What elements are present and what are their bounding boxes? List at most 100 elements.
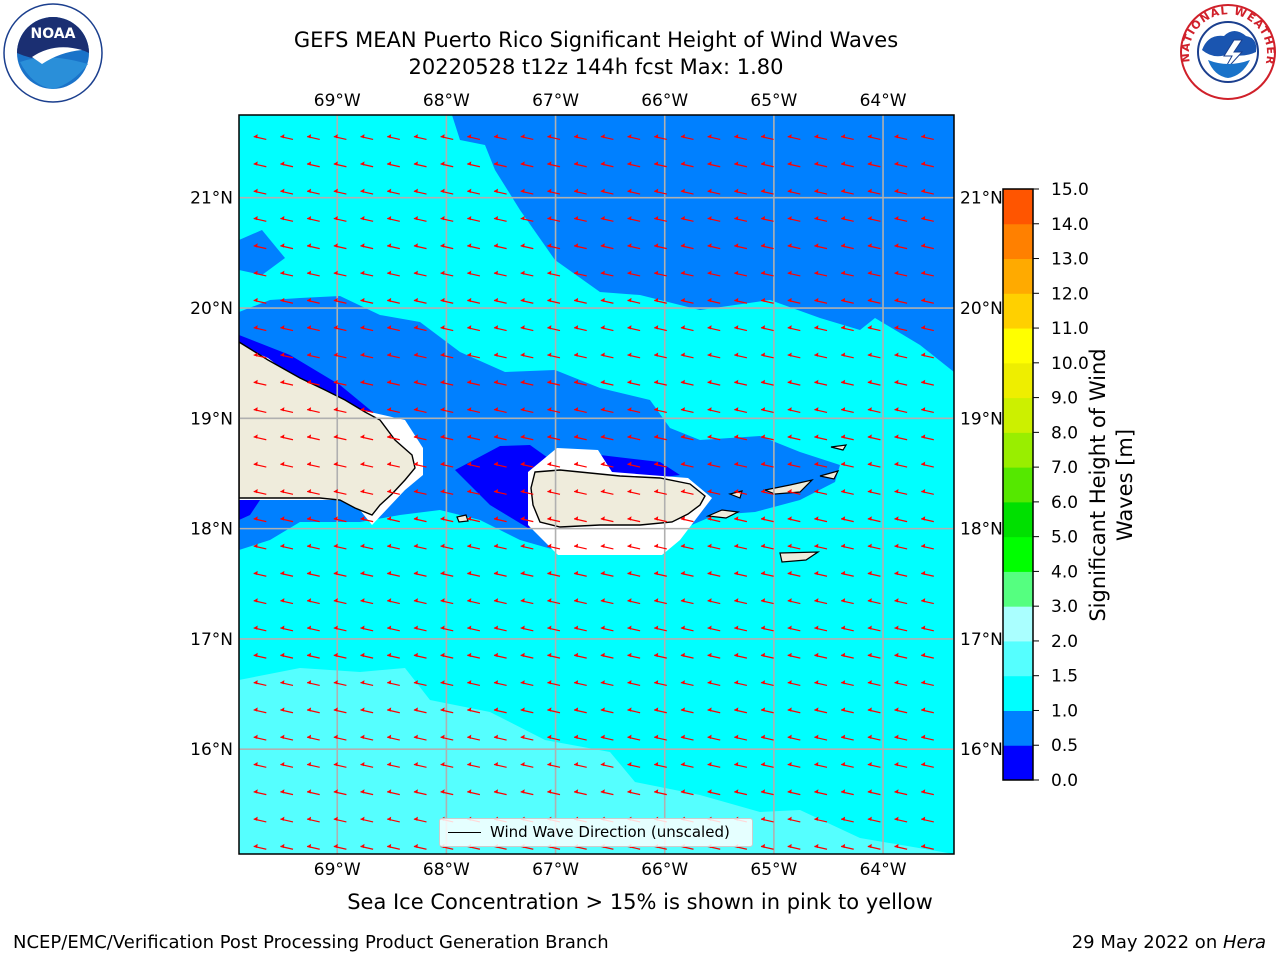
wind-wave-arrow [440,761,454,768]
wind-wave-arrow [787,243,801,250]
colorbar-tick-label: 14.0 [1051,215,1089,235]
wind-wave-arrow [787,625,801,632]
wind-wave-arrow [627,215,641,222]
wind-wave-arrow [360,270,374,277]
wind-wave-arrow [787,734,801,741]
wind-wave-arrow [493,789,507,796]
wind-wave-arrow [387,161,400,168]
wind-wave-arrow [894,215,908,222]
wind-wave-arrow [894,134,908,141]
wind-wave-arrow [654,270,667,277]
wind-wave-arrow [627,297,641,304]
wind-wave-arrow [467,789,481,796]
wind-wave-arrow [680,516,694,523]
map-area [239,115,954,854]
wind-wave-arrow [280,243,294,250]
wind-wave-arrow [520,161,534,168]
wind-wave-arrow [387,488,400,495]
wind-wave-arrow [734,761,748,768]
wind-wave-arrow [413,352,427,359]
wind-wave-arrow [867,352,881,359]
wind-wave-arrow [413,734,427,741]
wind-wave-arrow [360,516,374,523]
wind-wave-arrow [760,488,774,495]
wind-wave-arrow [921,816,934,823]
wind-wave-arrow [654,161,667,168]
wind-wave-arrow [787,352,801,359]
wind-wave-arrow [867,734,881,741]
wind-wave-arrow [547,707,561,714]
wind-wave-arrow [840,161,854,168]
wind-wave-arrow [600,379,614,386]
wind-wave-arrow [921,570,934,577]
wind-wave-arrow [921,188,934,195]
wind-wave-arrow [520,598,534,605]
wind-wave-arrow [306,570,320,577]
wind-wave-arrow [520,625,534,632]
wind-wave-arrow [600,543,614,550]
wind-wave-arrow [680,134,694,141]
wind-wave-arrow [894,625,908,632]
wind-wave-arrow [814,652,828,659]
wind-wave-arrow [440,461,454,468]
wind-wave-arrow [306,434,320,441]
wind-wave-arrow [253,379,267,386]
wind-wave-arrow [707,270,721,277]
wind-wave-arrow [814,215,828,222]
wind-wave-arrow [360,188,374,195]
wind-wave-arrow [867,461,881,468]
wind-wave-arrow [440,734,454,741]
wind-wave-arrow [547,625,561,632]
wind-wave-arrow [573,516,587,523]
wind-wave-arrow [840,134,854,141]
wind-wave-arrow [707,488,721,495]
wind-wave-arrow [814,570,828,577]
wind-wave-arrow [814,161,828,168]
wind-wave-arrow [894,161,908,168]
wind-wave-arrow [306,843,320,850]
wind-wave-arrow [306,488,320,495]
wind-wave-arrow [413,188,427,195]
wind-wave-arrow [467,243,481,250]
wind-wave-arrow [600,352,614,359]
wind-wave-arrow [520,488,534,495]
wind-wave-arrow [627,243,641,250]
wind-wave-arrow [654,215,667,222]
wind-wave-arrow [387,215,400,222]
wind-wave-arrow [600,325,614,332]
wind-wave-arrow [707,761,721,768]
lat-tick-right: 16°N [960,740,1003,760]
wind-wave-arrow [387,707,400,714]
wind-wave-arrow [440,270,454,277]
wind-wave-arrow [333,625,347,632]
wind-wave-arrow [734,488,748,495]
wind-wave-arrow [493,652,507,659]
wind-wave-arrow [707,680,721,687]
wind-wave-arrow [547,407,561,414]
wind-wave-arrow [840,516,854,523]
wind-wave-arrow [573,434,587,441]
colorbar-swatch [1003,675,1033,711]
wind-wave-arrow [413,707,427,714]
wind-wave-arrow [547,215,561,222]
wind-wave-arrow [440,243,454,250]
wind-wave-arrow [867,516,881,523]
wind-wave-arrow [921,352,934,359]
wind-wave-arrow [734,379,748,386]
colorbar-swatch [1003,397,1033,433]
wind-wave-arrow [467,761,481,768]
wind-wave-arrow [654,297,667,304]
wind-wave-arrow [867,625,881,632]
wind-wave-arrow [627,325,641,332]
wind-wave-arrow [306,543,320,550]
wind-wave-arrow [734,134,748,141]
wind-wave-arrow [814,461,828,468]
wind-wave-arrow [413,652,427,659]
wind-wave-arrow [413,680,427,687]
wind-wave-arrow [867,325,881,332]
wind-wave-arrow [787,488,801,495]
wind-wave-arrow [253,434,267,441]
wind-wave-arrow [253,134,267,141]
wind-wave-arrow [253,407,267,414]
wind-wave-arrow [520,325,534,332]
